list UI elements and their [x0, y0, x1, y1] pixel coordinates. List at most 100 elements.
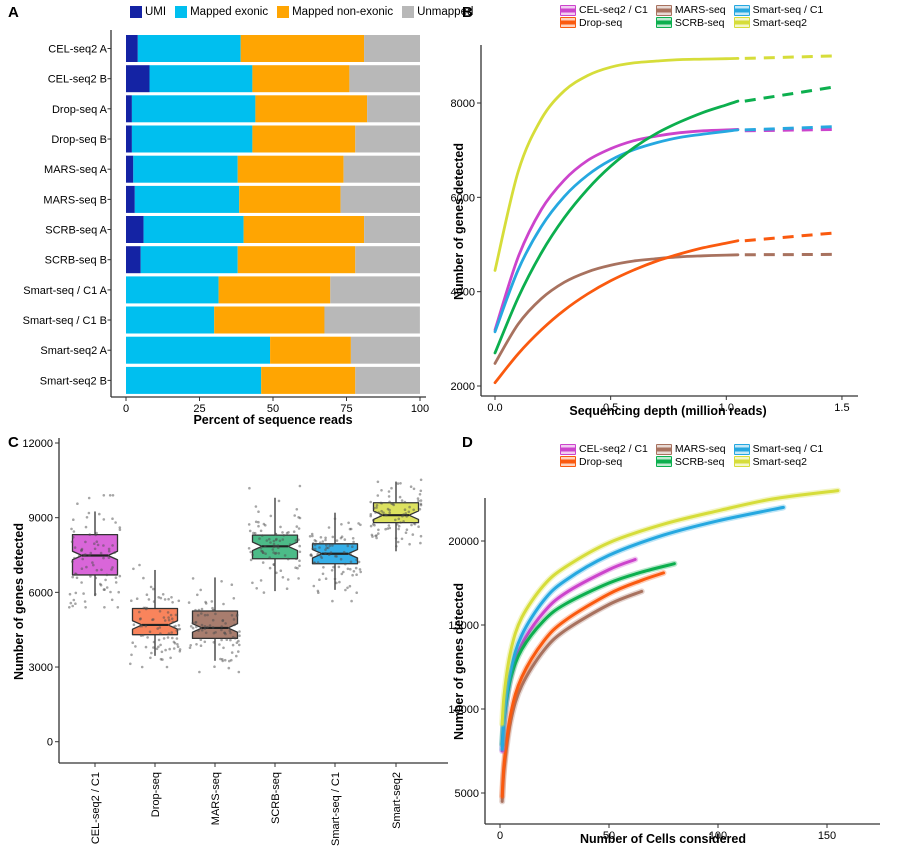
panel-d-series	[499, 487, 841, 805]
panel-d-label: D	[462, 434, 473, 451]
x-tick-label: 50	[267, 403, 279, 415]
legend-item-smart-seq2: Smart-seq2	[733, 456, 824, 469]
y-tick-label: 2000	[451, 381, 475, 393]
bar-segment	[355, 246, 420, 274]
bar-segment	[364, 35, 420, 62]
series-dash-cel-seq2-c1	[744, 127, 838, 133]
bar-segment	[350, 336, 420, 364]
legend-item-mars-seq: MARS-seq	[655, 4, 726, 17]
legend-label: SCRB-seq	[674, 16, 725, 29]
x-category-label: MARS-seq	[210, 772, 222, 825]
bar-segment	[134, 185, 240, 213]
legend-swatch	[277, 6, 290, 18]
bar-segment	[255, 95, 368, 123]
legend-swatch	[402, 6, 415, 18]
legend-key	[560, 17, 576, 29]
series-dash-smart-seq2	[744, 54, 838, 60]
x-tick-label: 150	[818, 830, 836, 842]
y-tick-label: 9000	[29, 513, 53, 525]
series-band-smart-seq-c1	[499, 504, 787, 753]
legend-item-cel-seq2-c1: CEL-seq2 / C1	[560, 4, 648, 17]
panel-c-chart: 0 3000 6000 9000 12000 CEL-seq2 / C1 Drop-seq M…	[22, 438, 448, 846]
bar-segment	[355, 125, 420, 153]
panel-d-legend: CEL-seq2 / C1 Drop-seq MARS-seq SCRB-seq Sma…	[560, 443, 823, 468]
bar-segment	[252, 125, 356, 153]
x-category-label: Smart-seq2	[391, 772, 403, 829]
legend-item-drop-seq: Drop-seq	[560, 456, 648, 469]
y-tick-label: 0	[47, 737, 53, 749]
bar-segment	[126, 35, 138, 62]
y-tick-label: 20000	[448, 536, 479, 548]
legend-key	[655, 443, 672, 455]
panel-c-jitter	[68, 478, 423, 674]
series-line-scrb-seq	[493, 99, 740, 355]
category-label: Drop-seq B	[51, 134, 107, 146]
y-tick-label: 6000	[451, 192, 475, 204]
y-tick-label: 4000	[451, 287, 475, 299]
bar-segment	[126, 155, 134, 183]
bar-segment	[126, 125, 132, 153]
legend-swatch	[130, 6, 142, 18]
panel-b-x-axis-title: Sequencing depth (million reads)	[569, 404, 767, 418]
x-tick-label: 25	[193, 403, 205, 415]
series-dash-drop-seq	[744, 231, 838, 243]
x-tick-label: 1.0	[719, 402, 734, 414]
category-label: Smart-seq / C1 B	[23, 315, 107, 327]
bar-segment	[252, 65, 350, 93]
bar-segment	[126, 336, 271, 364]
legend-item-smart-seq-c1: Smart-seq / C1	[733, 443, 823, 456]
panel-c-label: C	[8, 434, 19, 451]
bar-segment	[126, 276, 219, 304]
category-label: Drop-seq A	[52, 104, 108, 116]
x-tick-label: 75	[340, 403, 352, 415]
category-label: MARS-seq B	[43, 194, 107, 206]
x-tick-label: 1.5	[834, 402, 849, 414]
panel-b-legend: CEL-seq2 / C1 Drop-seq MARS-seq SCRB-seq Sma…	[560, 4, 823, 29]
bar-segment	[214, 306, 325, 334]
legend-key	[733, 4, 750, 16]
x-tick-label: 100	[411, 403, 429, 415]
panel-b-chart: 2000 4000 6000 8000 0.0 0.5 1.0 1.5	[451, 45, 858, 414]
bar-segment	[364, 216, 420, 243]
legend-key	[733, 443, 750, 455]
legend-item-mapped-non-exonic: Mapped non-exonic	[277, 6, 393, 18]
series-line-smart-seq-c1	[493, 128, 740, 334]
bar-segment	[140, 246, 238, 274]
category-label: CEL-seq2 B	[48, 74, 107, 86]
box-mars-seq	[191, 610, 239, 640]
legend-item-mapped-exonic: Mapped exonic	[175, 6, 268, 18]
bar-segment	[126, 216, 144, 243]
legend-key	[733, 17, 750, 29]
x-category-label: CEL-seq2 / C1	[90, 772, 102, 844]
legend-key	[560, 456, 576, 468]
box-drop-seq	[131, 607, 179, 636]
bar-segment	[149, 65, 253, 93]
legend-swatch	[175, 6, 188, 18]
series-line-scrb-seq	[500, 562, 676, 746]
panel-a-label: A	[8, 4, 19, 21]
bar-segment	[349, 65, 420, 93]
x-tick-label: 0.0	[487, 402, 502, 414]
bar-segment	[131, 95, 256, 123]
category-label: CEL-seq2 A	[48, 44, 107, 56]
category-label: Smart-seq / C1 A	[23, 285, 107, 297]
legend-key	[655, 456, 672, 468]
series-dash-scrb-seq	[744, 85, 838, 103]
legend-label: Mapped exonic	[190, 6, 269, 18]
bar-segment	[126, 65, 150, 93]
y-tick-label: 6000	[29, 587, 53, 599]
bar-segment	[367, 95, 420, 123]
panel-d-x-axis-title: Number of Cells considered	[579, 832, 746, 846]
panel-a-chart: CEL-seq2 A CEL-seq2 B Drop-seq A Drop-seq B…	[23, 30, 429, 415]
series-line-smart-seq2	[493, 57, 740, 272]
legend-label: CEL-seq2 / C1	[579, 443, 648, 455]
bar-segment	[137, 35, 241, 62]
bar-segment	[237, 246, 356, 274]
y-tick-label: 5000	[455, 788, 479, 800]
panel-a-bars: CEL-seq2 A CEL-seq2 B Drop-seq A Drop-seq B…	[23, 35, 420, 394]
x-tick-label: 50	[603, 830, 615, 842]
bar-segment	[240, 35, 365, 62]
bar-segment	[261, 366, 356, 394]
category-label: Smart-seq2 B	[40, 375, 107, 387]
x-tick-label: 100	[709, 830, 727, 842]
